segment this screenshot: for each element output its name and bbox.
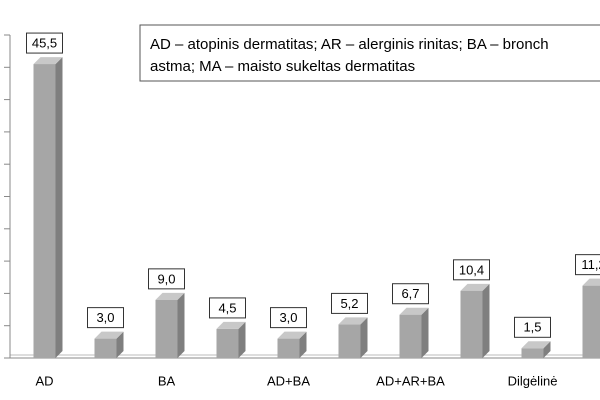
bar-front: [155, 299, 178, 358]
bar-side: [360, 317, 368, 358]
bar-side: [177, 292, 185, 358]
value-label-box: [87, 307, 124, 329]
value-label-box: [148, 268, 185, 290]
bar-side: [116, 331, 124, 358]
value-label: 5,2: [340, 296, 358, 311]
bar-side: [299, 331, 307, 358]
bar: [94, 331, 124, 358]
bar-front: [216, 328, 239, 358]
bar-top: [277, 331, 307, 339]
bar-front: [460, 290, 483, 358]
bar: [216, 321, 246, 358]
bar-front: [277, 338, 300, 358]
bar-top: [338, 317, 368, 325]
bar-top: [94, 331, 124, 339]
x-tick-label: AD: [35, 373, 53, 388]
bar-side: [543, 341, 551, 358]
bar: [33, 57, 63, 358]
bar-side: [55, 57, 63, 358]
bar-top: [216, 321, 246, 329]
bar-front: [33, 64, 56, 358]
bar-front: [399, 314, 422, 358]
bar-top: [399, 307, 429, 315]
bar: [521, 341, 551, 358]
bar-top: [460, 283, 490, 291]
value-label-box: [453, 259, 490, 281]
value-label: 4,5: [218, 300, 236, 315]
bar: [399, 307, 429, 358]
bar-top: [33, 57, 63, 65]
bar-top: [521, 341, 551, 349]
value-label-box: [209, 297, 246, 319]
value-label: 10,4: [459, 262, 484, 277]
value-label-box: [26, 32, 63, 54]
value-label: 11,2: [581, 257, 600, 272]
annotation-box: [139, 24, 600, 82]
bar-side: [482, 283, 490, 358]
bar-side: [421, 307, 429, 358]
bar: [460, 283, 490, 358]
value-label-box: [270, 307, 307, 329]
value-label: 3,0: [279, 310, 297, 325]
value-label-box: [392, 283, 429, 305]
x-tick-label: Dilgėlinė: [508, 373, 558, 388]
value-label: 3,0: [96, 310, 114, 325]
bar-front: [521, 348, 544, 358]
value-label-box: [575, 254, 600, 276]
bar: [582, 278, 600, 358]
annotation: astma; MA – maisto sukeltas dermatitas: [150, 58, 415, 75]
bar-side: [238, 321, 246, 358]
x-tick-label: AD+AR+BA: [376, 373, 445, 388]
bar-front: [338, 324, 361, 358]
value-label-box: [331, 292, 368, 314]
x-tick-label: AD+BA: [267, 373, 310, 388]
value-label: 6,7: [401, 286, 419, 301]
value-label-box: [514, 316, 551, 338]
bar-front: [582, 285, 600, 358]
bar-top: [155, 292, 185, 300]
bar-front: [94, 338, 117, 358]
bar: [155, 292, 185, 358]
bar: [338, 317, 368, 358]
bar-top: [582, 278, 600, 286]
bar: [277, 331, 307, 358]
value-label: 45,5: [32, 36, 57, 51]
x-tick-label: BA: [158, 373, 176, 388]
value-label: 1,5: [523, 320, 541, 335]
annotation: AD – atopinis dermatitas; AR – alerginis…: [150, 36, 549, 53]
value-label: 9,0: [157, 271, 175, 286]
